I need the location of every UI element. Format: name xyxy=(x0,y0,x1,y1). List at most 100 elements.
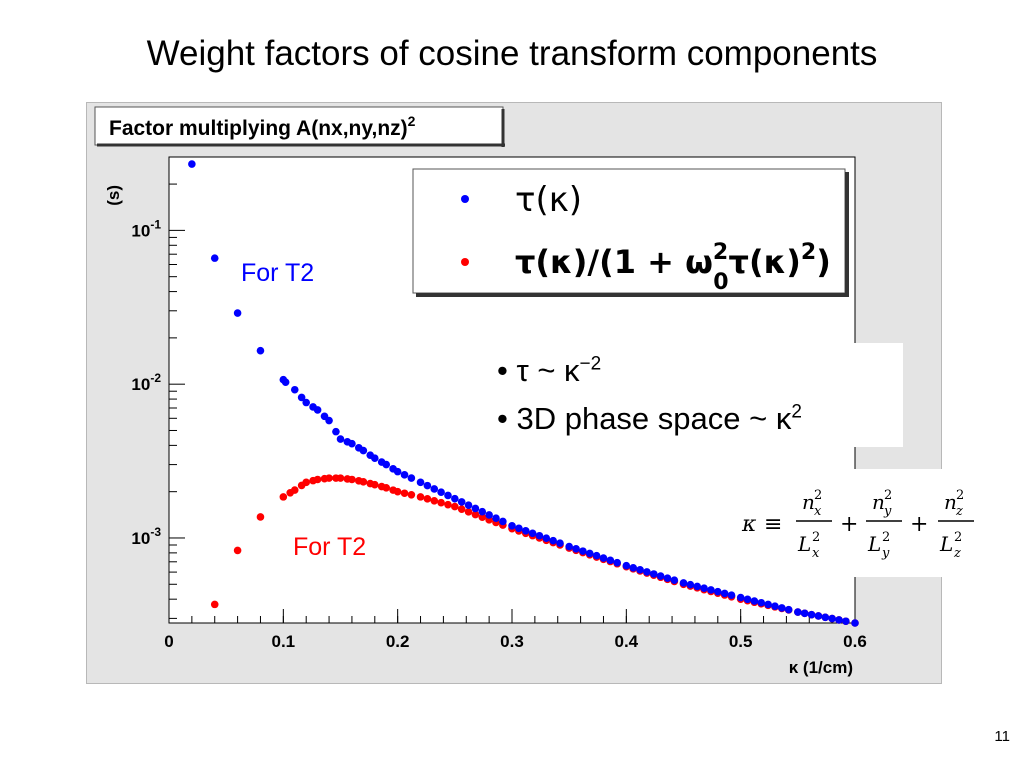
svg-text:2: 2 xyxy=(954,530,962,545)
legend-label-tau-ratio: τ(κ)/(1 + ω2 0τ(κ)2) xyxy=(515,240,831,295)
blue-data-point xyxy=(599,554,608,562)
blue-data-point xyxy=(521,526,530,535)
red-data-point xyxy=(210,600,219,609)
y-axis-label: (s) xyxy=(104,185,123,206)
red-data-point xyxy=(457,505,466,514)
blue-data-point xyxy=(297,393,306,402)
red-data-point xyxy=(290,486,299,494)
blue-data-point xyxy=(233,309,242,317)
svg-text:+: + xyxy=(840,512,858,537)
blue-data-point xyxy=(743,595,752,604)
slide-title: Weight factors of cosine transform compo… xyxy=(146,34,878,73)
blue-data-point xyxy=(499,517,507,526)
blue-data-point xyxy=(556,539,564,547)
x-tick-label: 0.5 xyxy=(729,632,753,651)
annotation-for-t2-blue: For T2 xyxy=(241,259,315,287)
svg-text:Factor multiplying A(nx,ny,nz): Factor multiplying A(nx,ny,nz)2 xyxy=(109,113,416,140)
blue-data-point xyxy=(348,439,356,448)
red-data-point xyxy=(471,510,480,519)
svg-text:x: x xyxy=(814,504,822,519)
red-data-point xyxy=(348,475,356,484)
red-data-point xyxy=(233,546,242,555)
x-tick-label: 0.6 xyxy=(843,632,867,651)
blue-data-point xyxy=(757,598,766,607)
blue-data-point xyxy=(707,586,715,594)
y-tick-label: 10-2 xyxy=(131,371,161,394)
blue-data-point xyxy=(693,582,702,591)
note-tau-scaling: • τ ~ κ−2 xyxy=(497,353,602,388)
blue-data-point xyxy=(471,504,480,513)
blue-data-point xyxy=(720,589,729,598)
red-data-point xyxy=(451,502,459,511)
blue-data-point xyxy=(359,446,368,455)
blue-data-point xyxy=(636,566,644,574)
blue-data-point xyxy=(444,491,452,500)
blue-data-point xyxy=(256,346,265,355)
svg-text:n: n xyxy=(872,490,885,514)
blue-data-point xyxy=(336,435,345,443)
blue-data-point xyxy=(679,579,688,587)
blue-data-point xyxy=(407,474,416,482)
blue-data-point xyxy=(585,549,594,558)
y-axis: 10-1 10-2 10-3 xyxy=(131,183,185,619)
blue-data-point xyxy=(629,563,637,572)
red-data-point xyxy=(382,483,391,492)
svg-text:+: + xyxy=(910,512,928,537)
blue-data-point xyxy=(508,521,516,530)
red-data-point xyxy=(400,489,409,498)
blue-data-point xyxy=(478,507,487,516)
svg-text:≡: ≡ xyxy=(764,512,782,537)
blue-data-point xyxy=(835,616,843,624)
red-data-point xyxy=(359,477,368,486)
svg-text:x: x xyxy=(812,546,820,561)
svg-text:L: L xyxy=(797,532,811,556)
plot-title-box: Factor multiplying A(nx,ny,nz)2 xyxy=(94,106,505,147)
blue-data-point xyxy=(606,556,615,565)
blue-data-point xyxy=(572,545,580,553)
blue-data-point xyxy=(649,570,658,578)
blue-data-point xyxy=(528,529,537,538)
red-data-point xyxy=(371,480,379,489)
blue-data-point xyxy=(794,608,802,616)
blue-data-point xyxy=(670,576,679,584)
blue-data-point xyxy=(736,593,745,602)
blue-data-point xyxy=(842,617,850,626)
blue-data-point xyxy=(430,485,439,493)
annotation-for-t2-red: For T2 xyxy=(293,533,367,561)
blue-data-point xyxy=(579,547,587,555)
blue-data-point xyxy=(492,514,500,523)
legend-marker-blue xyxy=(461,195,469,203)
red-data-point xyxy=(444,500,452,509)
blue-data-point xyxy=(210,254,219,262)
blue-data-point xyxy=(437,488,445,496)
blue-data-point xyxy=(851,619,859,627)
blue-data-point xyxy=(393,467,402,476)
blue-data-point xyxy=(700,584,708,592)
svg-text:L: L xyxy=(867,532,881,556)
x-tick-label: 0.3 xyxy=(500,632,524,651)
svg-text:z: z xyxy=(955,504,963,519)
blue-data-point xyxy=(542,534,551,543)
blue-data-point xyxy=(382,460,391,469)
svg-text:y: y xyxy=(883,504,892,519)
notes-box: • τ ~ κ−2 • 3D phase space ~ κ2 xyxy=(487,343,903,447)
legend: τ(κ) τ(κ)/(1 + ω2 0τ(κ)2) xyxy=(412,168,849,297)
data-marks xyxy=(188,160,859,627)
blue-data-point xyxy=(416,478,425,487)
red-data-point xyxy=(302,478,310,487)
red-data-point xyxy=(336,474,345,482)
svg-text:2: 2 xyxy=(814,488,822,503)
blue-data-point xyxy=(643,568,651,576)
x-tick-label: 0 xyxy=(164,632,173,651)
svg-text:L: L xyxy=(939,532,953,556)
red-data-point xyxy=(393,487,402,496)
blue-data-point xyxy=(313,406,322,414)
svg-text:2: 2 xyxy=(882,530,890,545)
svg-text:n: n xyxy=(802,490,815,514)
red-data-point xyxy=(279,493,288,501)
blue-data-point xyxy=(814,612,823,620)
blue-data-point xyxy=(750,597,759,605)
x-axis-label: κ (1/cm) xyxy=(789,658,853,677)
red-data-point xyxy=(256,513,265,521)
blue-data-point xyxy=(423,481,432,490)
